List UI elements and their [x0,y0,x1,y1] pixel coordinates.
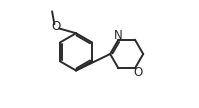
Text: N: N [114,29,123,42]
Text: O: O [52,20,61,33]
Text: O: O [134,66,143,79]
